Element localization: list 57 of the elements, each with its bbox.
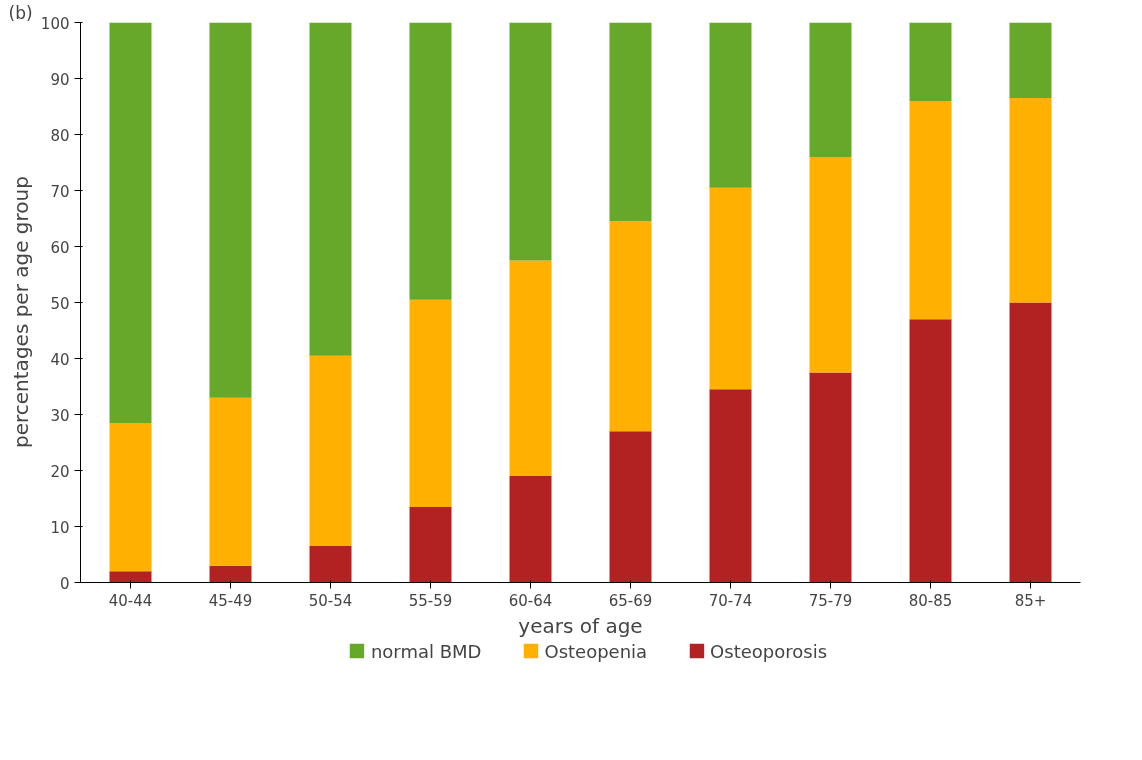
x-tick-label: 40-44 — [108, 591, 153, 610]
x-tick-label: 85+ — [1014, 591, 1047, 610]
bar — [909, 22, 952, 101]
bar — [609, 221, 652, 432]
legend-label: normal BMD — [370, 640, 482, 661]
y-tick-label: 0 — [59, 574, 70, 593]
bar — [709, 187, 752, 390]
bar — [209, 565, 252, 583]
bar — [209, 22, 252, 398]
bar — [709, 22, 752, 188]
bar — [609, 22, 652, 222]
bar — [1009, 22, 1052, 99]
x-tick-label: 70-74 — [708, 591, 753, 610]
bar — [1009, 98, 1052, 303]
bar — [309, 22, 352, 356]
y-tick-label: 100 — [40, 14, 70, 33]
bar — [109, 422, 152, 572]
bar — [1009, 302, 1052, 583]
x-tick-label: 50-54 — [308, 591, 353, 610]
x-tick-label: 55-59 — [408, 591, 453, 610]
y-tick-label: 80 — [50, 126, 70, 145]
bar — [909, 100, 952, 320]
bar — [409, 506, 452, 583]
y-tick-label: 40 — [50, 350, 70, 369]
y-tick-label: 20 — [50, 462, 70, 481]
legend-label: Osteoporosis — [710, 640, 828, 661]
y-tick-label: 70 — [50, 182, 70, 201]
bar — [209, 397, 252, 566]
y-tick-label: 50 — [50, 294, 70, 313]
y-tick-label: 90 — [50, 70, 70, 89]
bar — [509, 22, 552, 261]
bar — [409, 299, 452, 507]
bar — [309, 546, 352, 583]
x-tick-label: 65-69 — [608, 591, 653, 610]
y-tick-label: 10 — [50, 518, 70, 537]
x-tick-label: 75-79 — [808, 591, 853, 610]
text: (b) — [8, 2, 33, 23]
x-tick-label: 45-49 — [208, 591, 253, 610]
bar — [509, 260, 552, 477]
bar — [709, 389, 752, 583]
bar — [909, 319, 952, 583]
legend-label: Osteopenia — [544, 640, 648, 661]
bar — [809, 22, 852, 157]
bar — [109, 22, 152, 423]
bar — [409, 22, 452, 300]
y-tick-label: 30 — [50, 406, 70, 425]
bar — [509, 476, 552, 583]
bar — [609, 431, 652, 583]
bar — [309, 355, 352, 547]
bar — [809, 372, 852, 583]
bar — [109, 571, 152, 583]
y-axis-title: percentages per age group — [8, 176, 33, 448]
x-tick-label: 80-85 — [908, 591, 953, 610]
y-tick-label: 60 — [50, 238, 70, 257]
bar — [809, 156, 852, 373]
x-axis-title: years of age — [518, 613, 643, 638]
x-tick-label: 60-64 — [508, 591, 553, 610]
